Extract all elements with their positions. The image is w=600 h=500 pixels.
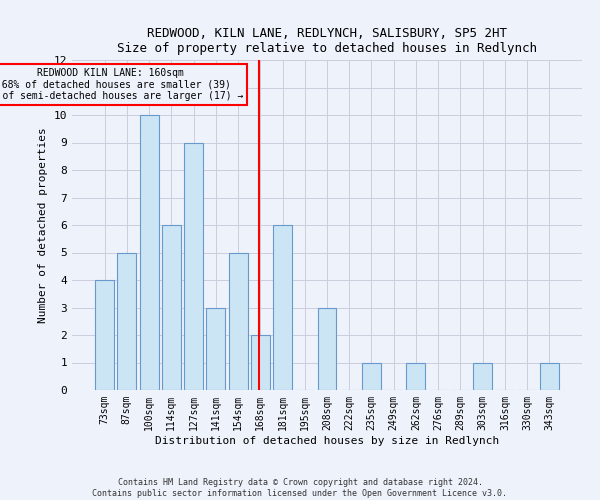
Bar: [317, 308, 337, 390]
Text: Contains HM Land Registry data © Crown copyright and database right 2024.
Contai: Contains HM Land Registry data © Crown c…: [92, 478, 508, 498]
Y-axis label: Number of detached properties: Number of detached properties: [38, 127, 48, 323]
Bar: [406, 362, 425, 390]
Bar: [140, 115, 158, 390]
Bar: [251, 335, 270, 390]
Bar: [229, 252, 248, 390]
Title: REDWOOD, KILN LANE, REDLYNCH, SALISBURY, SP5 2HT
Size of property relative to de: REDWOOD, KILN LANE, REDLYNCH, SALISBURY,…: [117, 26, 537, 54]
Bar: [540, 362, 559, 390]
Bar: [362, 362, 381, 390]
Bar: [118, 252, 136, 390]
Bar: [273, 225, 292, 390]
Text: REDWOOD KILN LANE: 160sqm
← 68% of detached houses are smaller (39)
30% of semi-: REDWOOD KILN LANE: 160sqm ← 68% of detac…: [0, 68, 243, 102]
Bar: [162, 225, 181, 390]
Bar: [184, 142, 203, 390]
X-axis label: Distribution of detached houses by size in Redlynch: Distribution of detached houses by size …: [155, 436, 499, 446]
Bar: [473, 362, 492, 390]
Bar: [95, 280, 114, 390]
Bar: [206, 308, 225, 390]
